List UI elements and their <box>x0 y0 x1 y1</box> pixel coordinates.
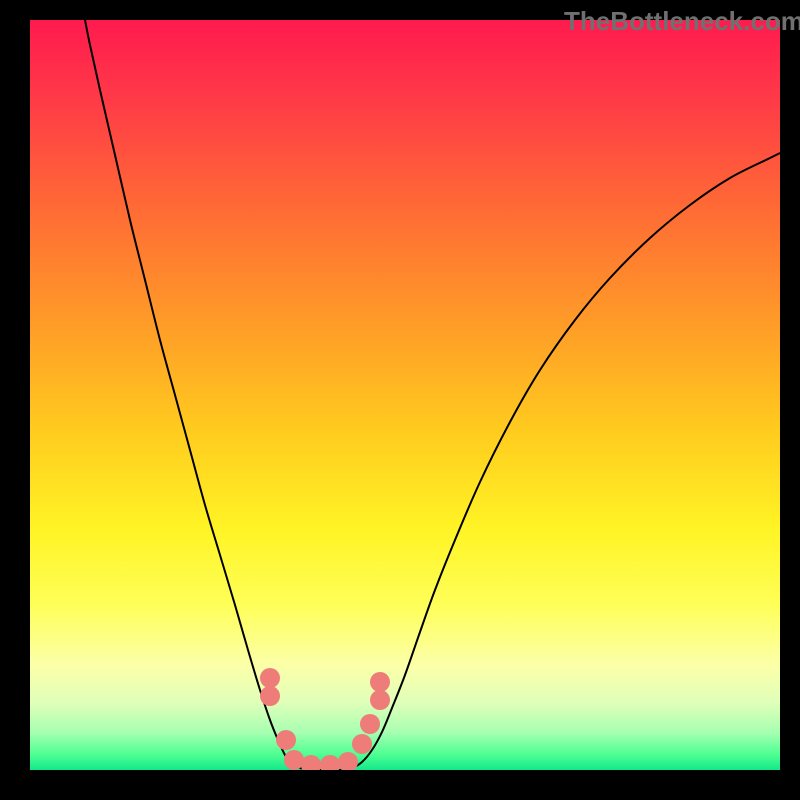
watermark-text: TheBottleneck.com <box>564 6 800 37</box>
data-marker <box>360 714 380 734</box>
chart-svg <box>30 20 780 770</box>
chart-container: TheBottleneck.com <box>0 0 800 800</box>
data-marker <box>370 672 390 692</box>
data-marker <box>370 690 390 710</box>
plot-area <box>30 20 780 770</box>
data-marker <box>260 668 280 688</box>
data-marker <box>352 734 372 754</box>
data-marker <box>284 750 304 770</box>
data-marker <box>260 686 280 706</box>
data-marker <box>276 730 296 750</box>
gradient-background <box>30 20 780 770</box>
